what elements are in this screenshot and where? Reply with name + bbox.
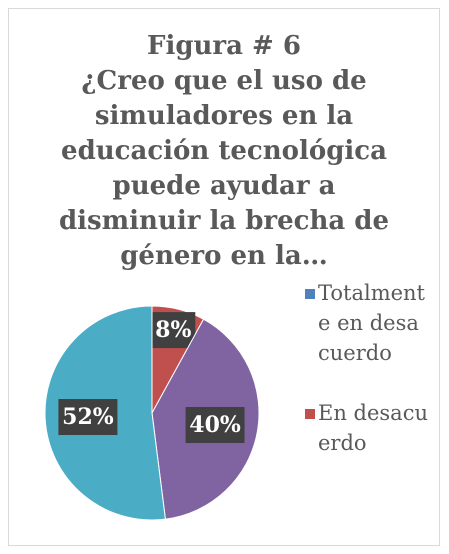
data-label: 40% [189,412,241,438]
data-label-box [151,312,196,349]
chart-title: educación tecnológica [61,136,387,166]
chart-title: género en la… [120,241,327,271]
legend-label: Totalmente en desacuerdo [318,281,425,365]
chart-title: disminuir la brecha de [59,206,389,236]
data-label: 8% [155,317,191,343]
legend-label: En desacuerdo [318,401,428,455]
legend-swatch [305,409,315,419]
chart-title: puede ayudar a [113,171,336,201]
chart-frame [8,8,440,546]
legend-swatch [305,289,315,299]
chart-title: simuladores en la [95,101,353,131]
data-label: 52% [62,404,114,430]
data-label-box [58,399,118,436]
chart-title: ¿Creo que el uso de [81,66,366,96]
data-label-box [185,407,245,444]
chart-title: Figura # 6 [147,31,301,61]
